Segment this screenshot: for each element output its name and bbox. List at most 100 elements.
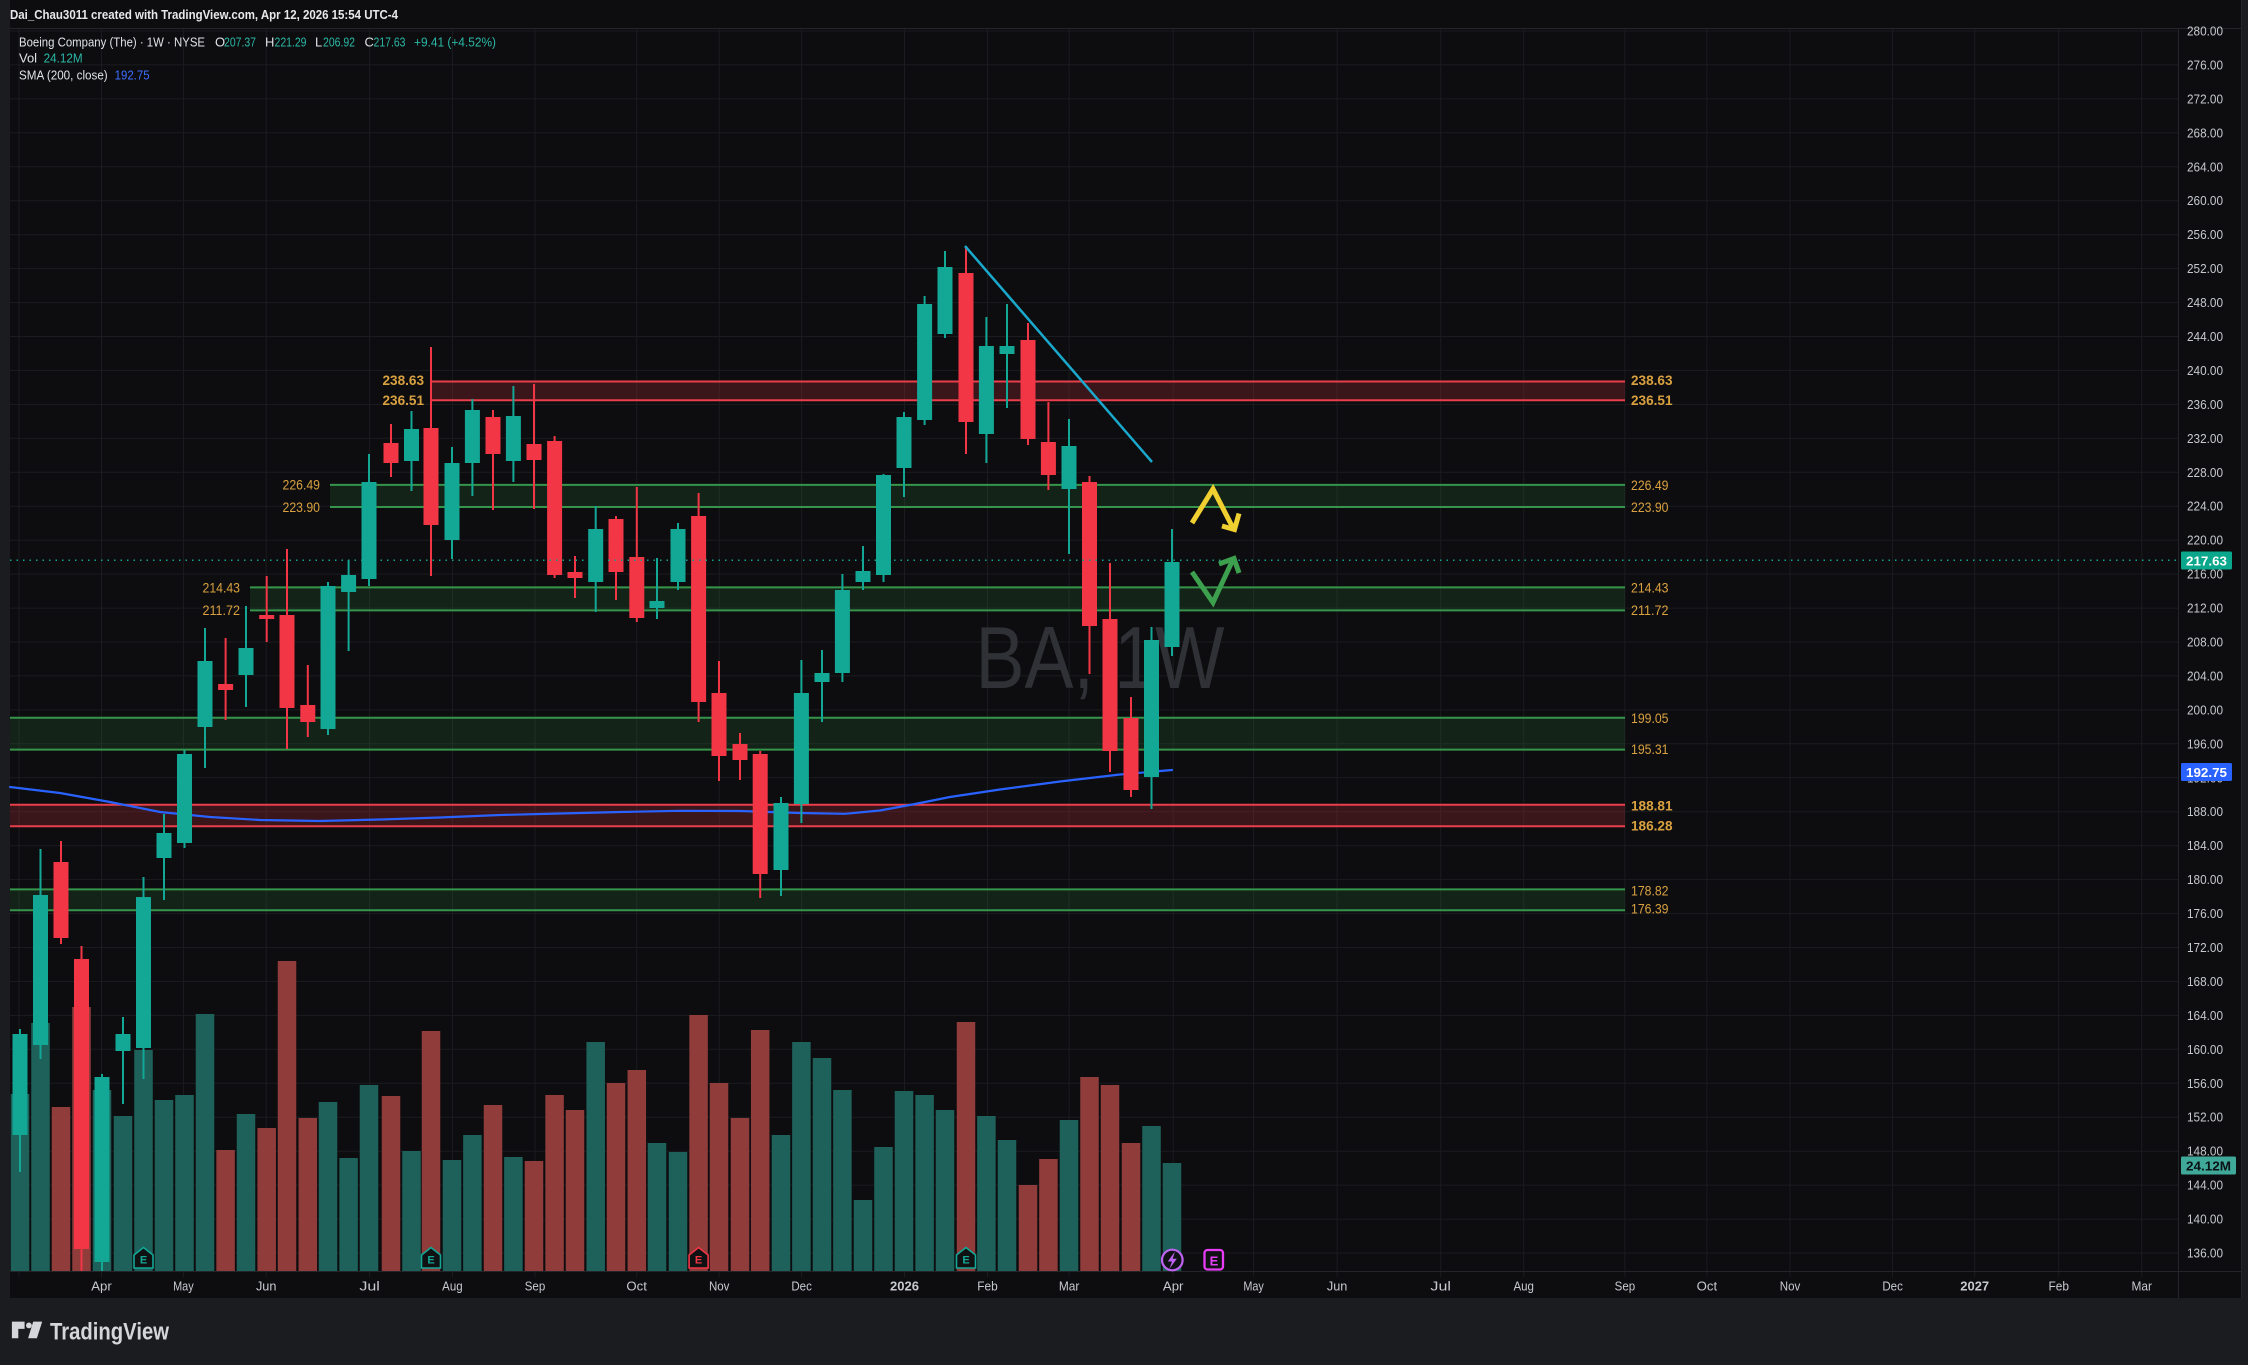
svg-text:24.12M: 24.12M — [2186, 1159, 2231, 1174]
svg-text:236.51: 236.51 — [383, 392, 425, 408]
svg-text:228.00: 228.00 — [2187, 465, 2223, 480]
svg-text:Oct: Oct — [1697, 1279, 1718, 1294]
svg-text:164.00: 164.00 — [2187, 1008, 2223, 1023]
svg-text:196.00: 196.00 — [2187, 736, 2223, 751]
svg-text:226.49: 226.49 — [283, 478, 321, 493]
svg-text:244.00: 244.00 — [2187, 329, 2223, 344]
svg-text:280.00: 280.00 — [2187, 24, 2223, 39]
svg-text:144.00: 144.00 — [2187, 1178, 2223, 1193]
svg-text:248.00: 248.00 — [2187, 295, 2223, 310]
svg-text:238.63: 238.63 — [1631, 372, 1673, 388]
svg-text:204.00: 204.00 — [2187, 668, 2223, 683]
svg-text:Jun: Jun — [256, 1279, 277, 1294]
svg-text:252.00: 252.00 — [2187, 261, 2223, 276]
svg-text:223.90: 223.90 — [283, 500, 321, 515]
svg-text:188.81: 188.81 — [1631, 798, 1673, 814]
svg-text:152.00: 152.00 — [2187, 1110, 2223, 1125]
svg-text:217.63: 217.63 — [2186, 554, 2227, 569]
svg-text:224.00: 224.00 — [2187, 499, 2223, 514]
svg-text:L: L — [315, 35, 322, 50]
svg-text:226.49: 226.49 — [1631, 478, 1669, 493]
svg-text:Jul: Jul — [1430, 1279, 1451, 1294]
svg-text:Nov: Nov — [1780, 1279, 1801, 1294]
svg-text:217.63: 217.63 — [374, 35, 406, 50]
svg-text:Jul: Jul — [359, 1279, 380, 1294]
svg-text:Dai_Chau3011 created with Trad: Dai_Chau3011 created with TradingView.co… — [10, 7, 399, 22]
svg-text:176.00: 176.00 — [2187, 906, 2223, 921]
svg-text:200.00: 200.00 — [2187, 702, 2223, 717]
svg-text:Dec: Dec — [791, 1279, 812, 1294]
svg-text:E: E — [695, 1255, 702, 1267]
svg-text:236.51: 236.51 — [1631, 392, 1673, 408]
svg-text:212.00: 212.00 — [2187, 601, 2223, 616]
svg-text:E: E — [427, 1255, 434, 1267]
svg-text:216.00: 216.00 — [2187, 567, 2223, 582]
svg-text:260.00: 260.00 — [2187, 193, 2223, 208]
svg-text:221.29: 221.29 — [275, 35, 307, 50]
svg-text:Nov: Nov — [709, 1279, 730, 1294]
svg-text:148.00: 148.00 — [2187, 1144, 2223, 1159]
svg-text:Boeing Company (The) · 1W · NY: Boeing Company (The) · 1W · NYSE — [19, 35, 205, 50]
svg-text:Apr: Apr — [91, 1279, 112, 1294]
svg-text:168.00: 168.00 — [2187, 974, 2223, 989]
svg-text:May: May — [173, 1279, 194, 1294]
svg-text:Oct: Oct — [626, 1279, 647, 1294]
svg-text:214.43: 214.43 — [1631, 581, 1669, 596]
svg-text:+9.41 (+4.52%): +9.41 (+4.52%) — [414, 35, 496, 50]
svg-text:223.90: 223.90 — [1631, 500, 1669, 515]
svg-text:199.05: 199.05 — [1631, 711, 1669, 726]
svg-text:Apr: Apr — [1163, 1279, 1184, 1294]
svg-text:238.63: 238.63 — [383, 372, 425, 388]
svg-text:184.00: 184.00 — [2187, 838, 2223, 853]
svg-text:156.00: 156.00 — [2187, 1076, 2223, 1091]
svg-text:192.75: 192.75 — [2186, 765, 2227, 780]
svg-text:TradingView: TradingView — [50, 1319, 169, 1346]
svg-text:Aug: Aug — [442, 1279, 463, 1294]
svg-text:H: H — [265, 35, 274, 50]
svg-text:276.00: 276.00 — [2187, 57, 2223, 72]
svg-text:E: E — [1210, 1254, 1219, 1269]
svg-text:186.28: 186.28 — [1631, 818, 1673, 834]
svg-text:Aug: Aug — [1513, 1279, 1534, 1294]
svg-text:207.37: 207.37 — [224, 35, 256, 50]
svg-text:256.00: 256.00 — [2187, 227, 2223, 242]
svg-text:Dec: Dec — [1882, 1279, 1903, 1294]
svg-text:136.00: 136.00 — [2187, 1246, 2223, 1261]
svg-text:178.82: 178.82 — [1631, 884, 1669, 899]
svg-text:O: O — [215, 35, 225, 50]
svg-text:2027: 2027 — [1960, 1279, 1989, 1294]
svg-text:211.72: 211.72 — [203, 603, 241, 618]
svg-text:220.00: 220.00 — [2187, 533, 2223, 548]
svg-text:208.00: 208.00 — [2187, 635, 2223, 650]
svg-text:Jun: Jun — [1327, 1279, 1348, 1294]
svg-text:268.00: 268.00 — [2187, 125, 2223, 140]
svg-text:Mar: Mar — [2131, 1279, 2152, 1294]
svg-text:SMA (200, close): SMA (200, close) — [19, 68, 108, 83]
svg-text:195.31: 195.31 — [1631, 742, 1669, 757]
svg-text:214.43: 214.43 — [203, 581, 241, 596]
svg-text:Vol: Vol — [19, 51, 37, 66]
svg-text:160.00: 160.00 — [2187, 1042, 2223, 1057]
svg-text:236.00: 236.00 — [2187, 397, 2223, 412]
svg-text:BA, 1W: BA, 1W — [976, 608, 1225, 707]
svg-text:E: E — [962, 1255, 969, 1267]
svg-text:Mar: Mar — [1059, 1279, 1080, 1294]
svg-text:264.00: 264.00 — [2187, 159, 2223, 174]
svg-text:211.72: 211.72 — [1631, 603, 1669, 618]
svg-text:Sep: Sep — [525, 1279, 546, 1294]
svg-text:206.92: 206.92 — [323, 35, 355, 50]
svg-text:176.39: 176.39 — [1631, 902, 1669, 917]
svg-text:E: E — [140, 1255, 147, 1267]
svg-text:272.00: 272.00 — [2187, 91, 2223, 106]
svg-text:24.12M: 24.12M — [44, 51, 83, 66]
svg-text:188.00: 188.00 — [2187, 804, 2223, 819]
svg-text:192.75: 192.75 — [115, 68, 150, 83]
svg-text:Feb: Feb — [977, 1279, 998, 1294]
svg-text:Sep: Sep — [1615, 1279, 1636, 1294]
svg-text:172.00: 172.00 — [2187, 940, 2223, 955]
svg-text:140.00: 140.00 — [2187, 1212, 2223, 1227]
svg-text:240.00: 240.00 — [2187, 363, 2223, 378]
svg-text:May: May — [1243, 1279, 1264, 1294]
svg-text:232.00: 232.00 — [2187, 431, 2223, 446]
svg-text:C: C — [365, 35, 374, 50]
